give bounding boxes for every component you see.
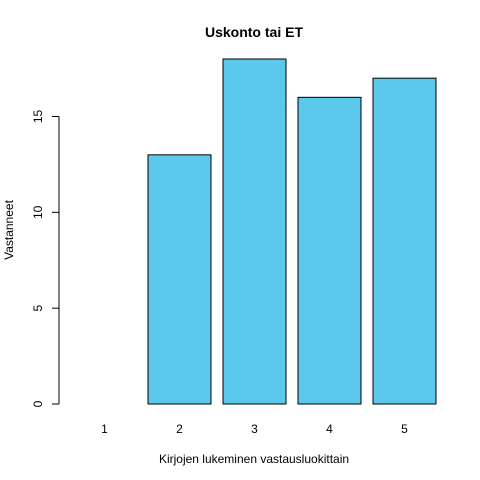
- x-tick-labels: 1 2 3 4 5: [101, 422, 408, 436]
- y-tick-label: 15: [31, 110, 45, 124]
- x-tick-label: 3: [251, 422, 258, 436]
- x-tick-label: 4: [326, 422, 333, 436]
- y-tick-label: 10: [31, 205, 45, 219]
- x-axis-label: Kirjojen lukeminen vastausluokittain: [159, 452, 349, 466]
- bar-2: [147, 154, 212, 405]
- bar-5: [372, 77, 437, 405]
- bars: [147, 58, 437, 405]
- x-tick-label: 5: [401, 422, 408, 436]
- chart-title: Uskonto tai ET: [205, 24, 303, 40]
- y-axis-label: Vastanneet: [2, 199, 16, 259]
- y-tick-label: 0: [31, 400, 45, 407]
- bar-3: [222, 58, 287, 405]
- y-axis: 0 5 10 15: [31, 110, 60, 407]
- x-tick-label: 1: [101, 422, 108, 436]
- y-tick-label: 5: [31, 305, 45, 312]
- bar-4: [297, 96, 362, 405]
- x-tick-label: 2: [176, 422, 183, 436]
